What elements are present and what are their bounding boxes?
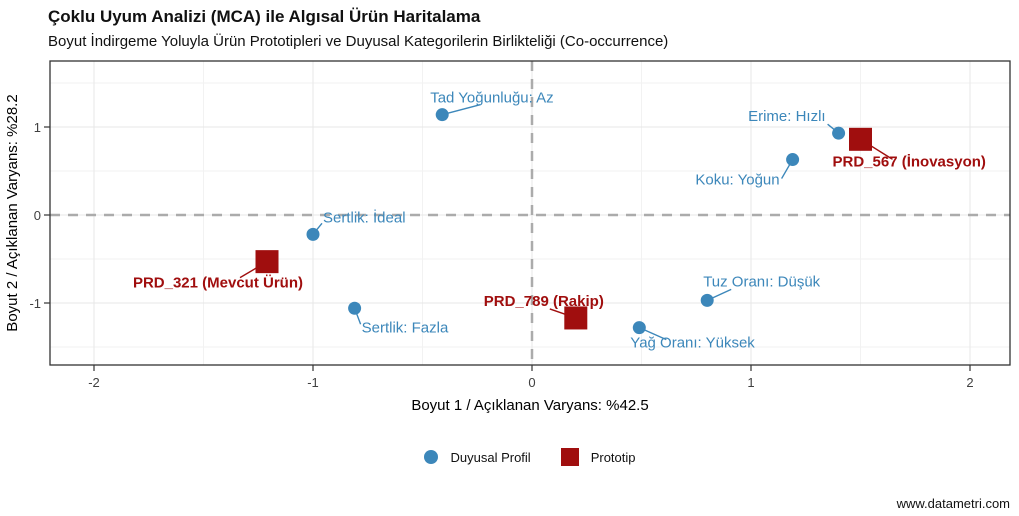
sensory-point-label: Tuz Oranı: Düşük	[703, 273, 820, 290]
label-leader-line	[442, 104, 481, 116]
y-tick-label: 0	[34, 208, 41, 223]
x-axis-title: Boyut 1 / Açıklanan Varyans: %42.5	[411, 397, 648, 414]
sensory-point-label: Yağ Oranı: Yüksek	[630, 335, 755, 352]
chart-subtitle: Boyut İndirgeme Yoluyla Ürün Prototipler…	[48, 33, 669, 50]
sensory-point-label: Sertlik: Fazla	[362, 319, 449, 336]
chart-title: Çoklu Uyum Analizi (MCA) ile Algısal Ürü…	[48, 7, 481, 26]
y-tick-label: 1	[34, 120, 41, 135]
legend-label-duyusal-profil: Duyusal Profil	[450, 449, 531, 465]
x-tick-label: 0	[528, 375, 535, 390]
sensory-point	[832, 126, 846, 140]
x-tick-label: -1	[307, 375, 319, 390]
scatter-plot-canvas: -2 -1 0 1 2 -1 0 1 Boyut 1 / Açıklanan Varyans: …	[4, 60, 1011, 414]
sensory-point	[348, 301, 362, 315]
sensory-point	[700, 293, 714, 307]
sensory-point-label: Tad Yoğunluğu: Az	[430, 90, 553, 107]
legend-label-prototip: Prototip	[590, 449, 636, 465]
plot-panel-border	[49, 60, 1011, 366]
legend-item-duyusal-profil: Duyusal Profil	[424, 449, 531, 465]
legend-square-swatch	[560, 448, 579, 466]
prototype-label: PRD_789 (Rakip)	[484, 293, 604, 310]
prototype-marker	[564, 306, 588, 330]
x-tick-label: -2	[88, 375, 100, 390]
sensory-point	[632, 321, 646, 335]
prototype-marker	[255, 250, 279, 274]
x-tick-label: 2	[966, 375, 973, 390]
y-axis-title: Boyut 2 / Açıklanan Varyans: %28.2	[4, 94, 21, 331]
sensory-point	[786, 153, 800, 167]
x-tick-label: 1	[747, 375, 754, 390]
sensory-point-label: Erime: Hızlı	[748, 108, 826, 125]
prototype-label: PRD_567 (İnovasyon)	[833, 153, 986, 170]
watermark-url: www.datametri.com	[896, 496, 1010, 511]
sensory-point-label: Sertlik: İdeal	[323, 208, 406, 226]
sensory-point-label: Koku: Yoğun	[695, 172, 779, 189]
sensory-point	[306, 227, 320, 241]
legend-item-prototip: Prototip	[560, 448, 636, 466]
prototype-label: PRD_321 (Mevcut Ürün)	[133, 275, 303, 292]
y-tick-label: -1	[29, 296, 41, 311]
legend: Duyusal Profil Prototip	[50, 443, 1010, 471]
prototype-marker	[849, 127, 872, 151]
sensory-point	[435, 108, 449, 122]
legend-circle-swatch	[424, 450, 439, 464]
